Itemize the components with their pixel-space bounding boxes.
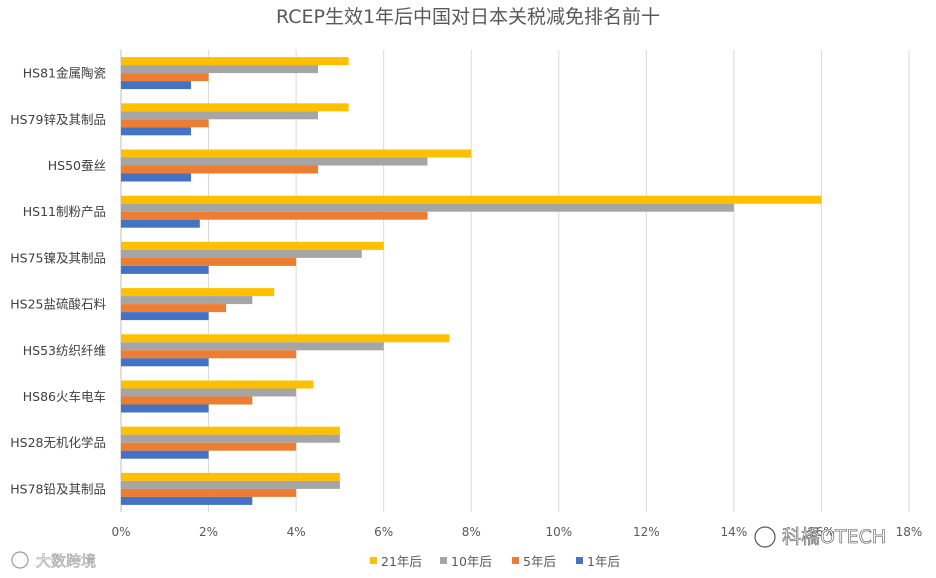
watermark-right-text: 科橋OTECH <box>782 526 886 548</box>
category-label: HS86火车电车 <box>23 389 106 404</box>
bar <box>121 304 227 313</box>
bar <box>121 149 472 158</box>
bar <box>121 119 209 128</box>
legend-swatch <box>512 557 519 564</box>
x-tick-label: 12% <box>633 525 660 539</box>
bar <box>121 81 192 90</box>
x-tick-labels: 0% 2% 4% 6% 8% 10% 12% 14% 16% 18% <box>111 525 922 539</box>
bar <box>121 73 209 82</box>
bar <box>121 296 253 305</box>
legend-swatch <box>576 557 583 564</box>
category-label: HS79锌及其制品 <box>10 112 106 127</box>
x-tick-label: 10% <box>545 525 572 539</box>
x-tick-label: 6% <box>374 525 393 539</box>
bar <box>121 396 253 405</box>
bar <box>121 173 192 182</box>
bar <box>121 211 428 220</box>
legend-label: 21年后 <box>381 554 422 569</box>
x-tick-label: 14% <box>721 525 748 539</box>
bar <box>121 450 209 459</box>
bar <box>121 404 209 413</box>
watermark-left-text: 大数跨境 <box>36 552 96 570</box>
category-label: HS28无机化学品 <box>10 435 106 450</box>
bar <box>121 195 822 204</box>
bar <box>121 496 253 505</box>
category-label: HS11制粉产品 <box>23 204 106 219</box>
category-label: HS75镍及其制品 <box>10 250 106 265</box>
bar <box>121 103 349 112</box>
category-label: HS78铅及其制品 <box>10 481 106 496</box>
watermark-right: 科橋OTECH <box>754 526 886 548</box>
watermark-logo-icon <box>11 551 29 569</box>
legend: 21年后 10年后 5年后 1年后 <box>370 554 620 569</box>
bar <box>121 65 318 74</box>
legend-label: 5年后 <box>523 554 556 569</box>
bar <box>121 358 209 367</box>
bar <box>121 249 362 258</box>
bar <box>121 111 318 120</box>
x-tick-label: 0% <box>111 525 130 539</box>
bar <box>121 388 297 397</box>
bar <box>121 426 340 435</box>
bar <box>121 472 340 481</box>
bar <box>121 312 209 321</box>
x-tick-label: 4% <box>287 525 306 539</box>
watermark-left: 大数跨境 <box>11 551 96 570</box>
category-label: HS25盐硫酸石料 <box>10 297 106 312</box>
legend-swatch <box>440 557 447 564</box>
bar <box>121 165 318 174</box>
bar <box>121 57 349 66</box>
watermark-wechat-icon <box>754 526 776 548</box>
bar <box>121 257 297 266</box>
category-label: HS50蚕丝 <box>48 158 106 173</box>
bar <box>121 241 384 250</box>
bar <box>121 288 275 297</box>
category-label: HS81金属陶瓷 <box>23 66 106 81</box>
x-tick-label: 16% <box>808 525 835 539</box>
category-label: HS53纺织纤维 <box>23 343 106 358</box>
x-tick-label: 2% <box>199 525 218 539</box>
bar <box>121 350 297 359</box>
bar <box>121 434 340 443</box>
bar <box>121 219 200 228</box>
bars <box>121 57 822 505</box>
bar <box>121 127 192 136</box>
bar <box>121 380 314 389</box>
legend-swatch <box>370 557 377 564</box>
bar <box>121 157 428 166</box>
category-labels: HS81金属陶瓷 HS79锌及其制品 HS50蚕丝 HS11制粉产品 HS75镍及其制品… <box>10 66 106 497</box>
bar <box>121 265 209 274</box>
bar <box>121 342 384 351</box>
chart-title: RCEP生效1年后中国对日本关税减免排名前十 <box>276 6 660 28</box>
bar <box>121 203 734 212</box>
x-tick-label: 18% <box>896 525 923 539</box>
bar <box>121 442 297 451</box>
bar <box>121 334 450 343</box>
legend-label: 10年后 <box>451 554 492 569</box>
legend-label: 1年后 <box>587 554 620 569</box>
bar <box>121 480 340 489</box>
bar <box>121 488 297 497</box>
x-tick-label: 8% <box>462 525 481 539</box>
